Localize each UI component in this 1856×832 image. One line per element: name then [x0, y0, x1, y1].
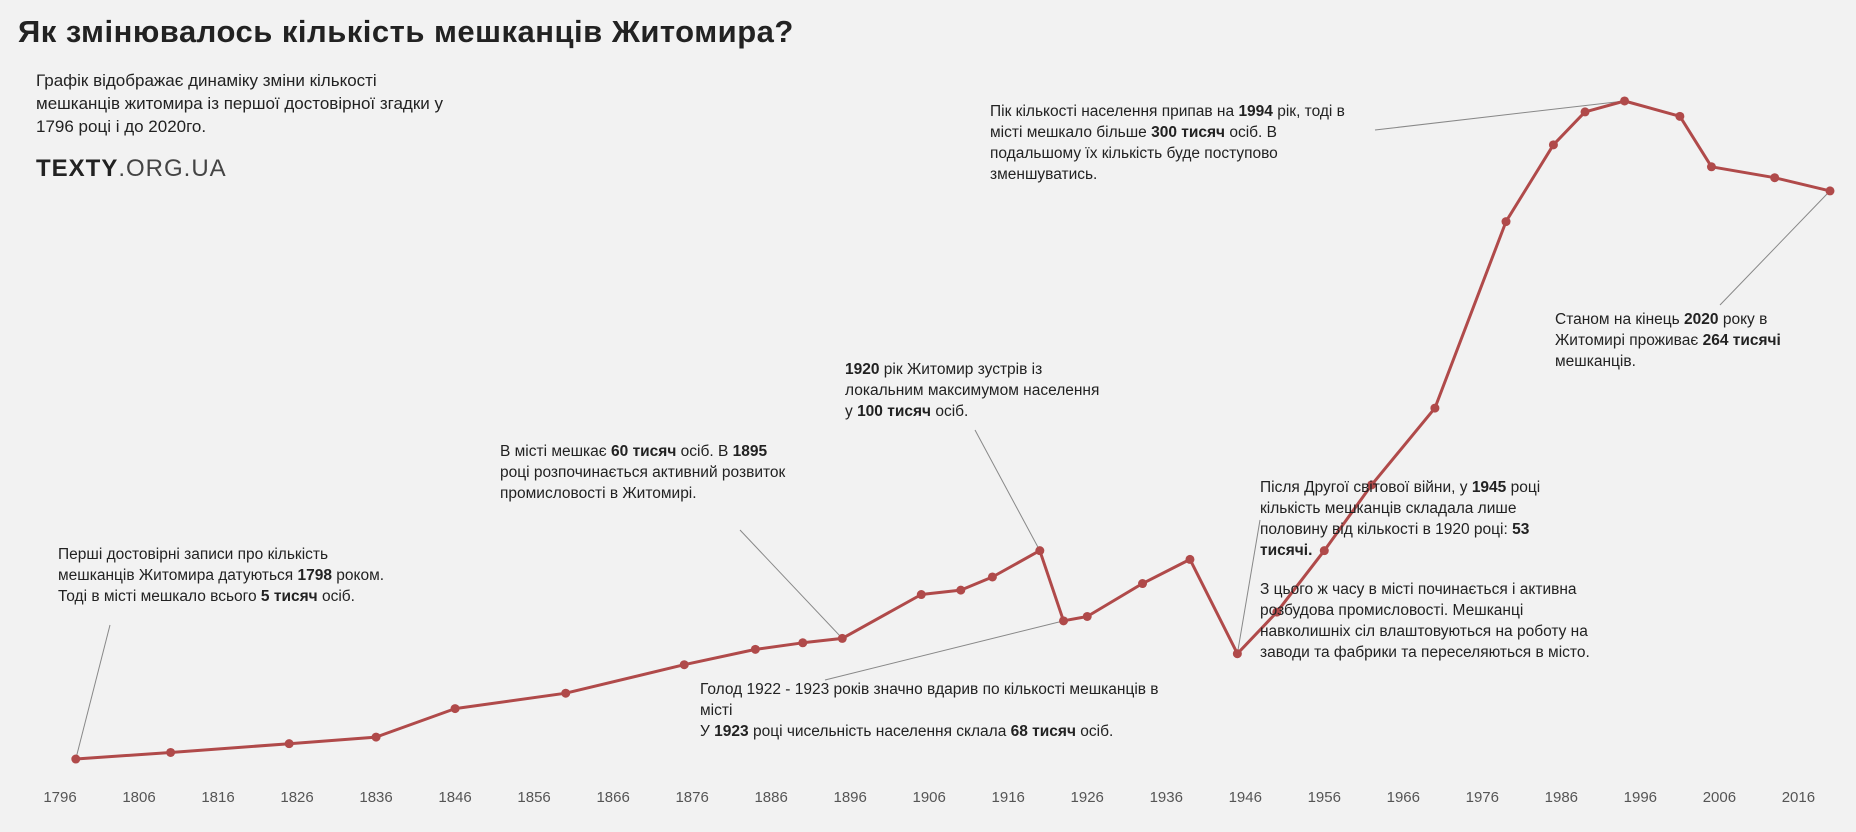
x-tick-label: 1896 [833, 789, 866, 806]
data-point [680, 660, 689, 669]
data-point [71, 755, 80, 764]
data-point [166, 748, 175, 757]
annotation-a1798: Перші достовірні записи про кількість ме… [58, 545, 388, 608]
x-tick-label: 1876 [675, 789, 708, 806]
leader-line [76, 625, 110, 759]
annotation-a1923: Голод 1922 - 1923 років значно вдарив по… [700, 680, 1170, 743]
data-point [988, 572, 997, 581]
x-tick-label: 1996 [1624, 789, 1657, 806]
x-tick-label: 1836 [359, 789, 392, 806]
x-tick-label: 1886 [754, 789, 787, 806]
x-tick-label: 1976 [1466, 789, 1499, 806]
x-tick-label: 1816 [201, 789, 234, 806]
data-point [1707, 162, 1716, 171]
data-point [1581, 107, 1590, 116]
x-tick-label: 1946 [1229, 789, 1262, 806]
data-point [1185, 555, 1194, 564]
data-point [798, 638, 807, 647]
x-tick-label: 2016 [1782, 789, 1815, 806]
data-point [561, 689, 570, 698]
data-point [1035, 546, 1044, 555]
data-point [451, 704, 460, 713]
leader-line [975, 430, 1040, 551]
data-point [1620, 96, 1629, 105]
x-tick-label: 1916 [992, 789, 1025, 806]
x-tick-label: 1986 [1545, 789, 1578, 806]
leader-line [740, 530, 842, 638]
annotation-a1945: Після Другої світової війни, у 1945 році… [1260, 478, 1580, 562]
data-point [751, 645, 760, 654]
data-point [1233, 649, 1242, 658]
data-point [1083, 612, 1092, 621]
x-tick-label: 1926 [1071, 789, 1104, 806]
x-tick-label: 1966 [1387, 789, 1420, 806]
data-point [917, 590, 926, 599]
x-tick-label: 2006 [1703, 789, 1736, 806]
data-point [1549, 140, 1558, 149]
data-point [1059, 616, 1068, 625]
data-point [372, 733, 381, 742]
x-tick-label: 1846 [438, 789, 471, 806]
data-point [1675, 112, 1684, 121]
data-point [1826, 186, 1835, 195]
data-point [1502, 217, 1511, 226]
x-tick-label: 1906 [913, 789, 946, 806]
x-axis: 1796 1806 1816 1826 1836 1846 1856 1866 1876 1886… [43, 789, 1815, 806]
data-point [1430, 404, 1439, 413]
x-tick-label: 1826 [280, 789, 313, 806]
leader-line [1720, 191, 1830, 305]
x-tick-label: 1796 [43, 789, 76, 806]
annotation-a1920: 1920 рік Житомир зустрів із локальним ма… [845, 360, 1105, 423]
annotation-a1994: Пік кількості населення припав на 1994 р… [990, 102, 1370, 186]
x-tick-label: 1806 [122, 789, 155, 806]
data-point [1138, 579, 1147, 588]
data-point [285, 739, 294, 748]
data-point [838, 634, 847, 643]
annotation-a2020: Станом на кінець 2020 року в Житомирі пр… [1555, 310, 1835, 373]
annotation-a1895: В місті мешкає 60 тисяч осіб. В 1895 роц… [500, 442, 800, 505]
x-tick-label: 1956 [1308, 789, 1341, 806]
data-point [956, 586, 965, 595]
x-tick-label: 1866 [596, 789, 629, 806]
data-point [1770, 173, 1779, 182]
x-tick-label: 1936 [1150, 789, 1183, 806]
annotation-a1945b: З цього ж часу в місті починається і акт… [1260, 580, 1600, 664]
x-tick-label: 1856 [517, 789, 550, 806]
